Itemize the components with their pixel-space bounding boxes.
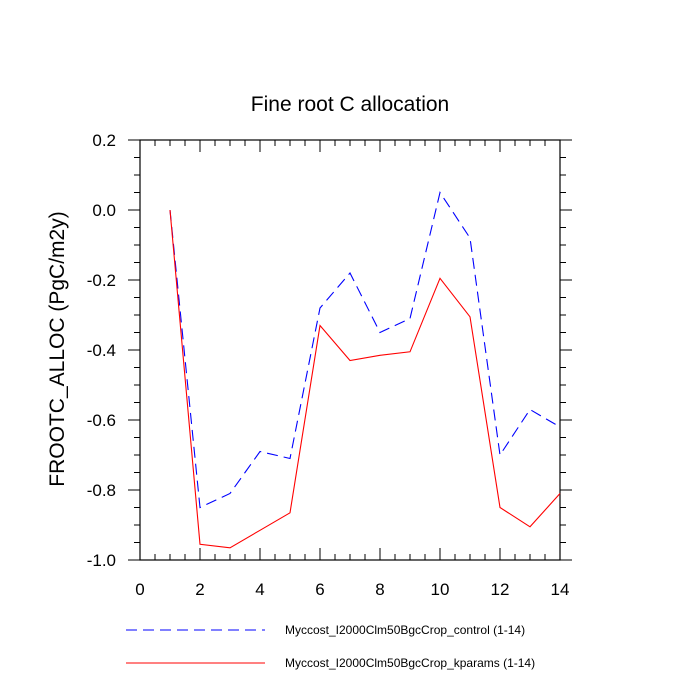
y-tick-label: 0.2 (92, 131, 116, 150)
legend-label-control: Myccost_I2000Clm50BgcCrop_control (1-14) (285, 623, 525, 637)
x-tick-label: 8 (375, 580, 384, 599)
series-line-control (169, 191, 561, 509)
series-line-kparams (169, 209, 561, 549)
x-tick-label: 10 (431, 580, 450, 599)
y-tick-label: -1.0 (87, 551, 116, 570)
x-tick-label: 6 (315, 580, 324, 599)
x-tick-label: 4 (255, 580, 264, 599)
y-tick-label: -0.8 (87, 481, 116, 500)
series-lines (169, 191, 561, 549)
plot-frame (139, 139, 561, 561)
y-tick-label: -0.6 (87, 411, 116, 430)
axis-ticks (128, 139, 572, 561)
legend-label-kparams: Myccost_I2000Clm50BgcCrop_kparams (1-14) (285, 656, 535, 670)
x-tick-label: 12 (491, 580, 510, 599)
y-tick-label: -0.2 (87, 271, 116, 290)
x-tick-label: 2 (195, 580, 204, 599)
x-tick-label: 0 (135, 580, 144, 599)
y-tick-label: -0.4 (87, 341, 116, 360)
y-axis-label: FROOTC_ALLOC (PgC/m2y) (46, 211, 69, 486)
x-tick-label: 14 (551, 580, 570, 599)
axis-tick-labels: 0 2 4 6 8 10 12 14 0.2 0.0 -0.2 -0.4 -0.6 -0.8 -1.0 (87, 131, 570, 599)
legend: Myccost_I2000Clm50BgcCrop_control (1-14)… (126, 623, 535, 670)
chart-title: Fine root C allocation (251, 93, 449, 116)
y-tick-label: 0.0 (92, 201, 116, 220)
